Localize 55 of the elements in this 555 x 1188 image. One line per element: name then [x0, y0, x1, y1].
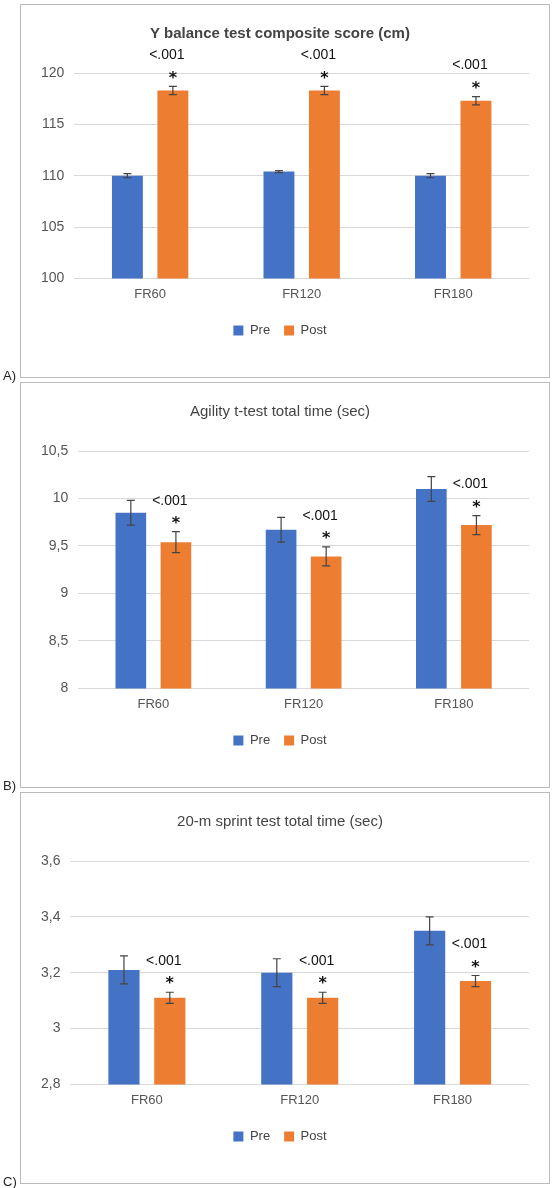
- text: C): [3, 1174, 17, 1188]
- legend-label: Pre: [249, 322, 271, 338]
- annotation: <.001: [298, 952, 335, 969]
- chart-title: Y balance test composite score (cm): [150, 24, 410, 42]
- legend-label: Pre: [249, 732, 271, 748]
- y-tick-label: 3: [52, 1019, 61, 1036]
- annotation: *: [168, 67, 178, 87]
- annotation: <.001: [302, 506, 339, 523]
- annotation: *: [321, 528, 331, 548]
- legend-label: Post: [300, 1128, 328, 1144]
- annotation: *: [171, 512, 181, 532]
- y-tick-label: 120: [41, 63, 65, 80]
- x-tick-label: FR180: [433, 285, 473, 301]
- y-tick-label: 3,6: [40, 851, 61, 868]
- y-tick-label: 110: [42, 166, 65, 183]
- y-tick-label: 3,2: [40, 963, 61, 980]
- annotation: <.001: [152, 491, 188, 508]
- y-tick-label: 8: [60, 679, 69, 696]
- legend-label: Post: [300, 322, 328, 338]
- y-tick-label: 115: [42, 115, 65, 132]
- y-tick-label: 10: [52, 489, 69, 506]
- x-tick-label: FR60: [137, 695, 170, 711]
- annotation: *: [320, 67, 330, 87]
- chart-title: Agility t-test total time (sec): [189, 402, 371, 420]
- y-tick-label: 10,5: [41, 441, 69, 458]
- y-tick-label: 100: [41, 269, 65, 286]
- y-tick-label: 2,8: [40, 1075, 61, 1092]
- annotation: *: [471, 77, 481, 97]
- y-tick-label: 8,5: [48, 631, 69, 648]
- y-tick-label: 3,4: [40, 907, 61, 924]
- x-tick-label: FR60: [130, 1091, 163, 1107]
- y-tick-label: 9: [60, 584, 69, 601]
- x-tick-label: FR60: [134, 285, 167, 301]
- y-tick-label: 9,5: [48, 536, 69, 553]
- annotation: *: [318, 973, 328, 993]
- x-tick-label: FR120: [282, 285, 322, 301]
- text: <.001: [149, 46, 185, 63]
- chart-title: 20-m sprint test total time (sec): [177, 812, 383, 830]
- x-tick-label: FR180: [433, 1091, 473, 1107]
- text: A): [3, 368, 16, 383]
- legend-label: Pre: [249, 1128, 271, 1144]
- y-tick-label: 105: [41, 217, 65, 234]
- text: <.001: [452, 56, 488, 73]
- annotation: <.001: [451, 935, 488, 952]
- x-tick-label: FR120: [284, 695, 324, 711]
- annotation: <.001: [146, 952, 182, 969]
- annotation: *: [165, 973, 175, 993]
- annotation: *: [471, 956, 481, 976]
- x-tick-label: FR120: [280, 1091, 320, 1107]
- annotation: <.001: [452, 475, 489, 492]
- annotation: *: [472, 496, 482, 516]
- x-tick-label: FR180: [434, 695, 474, 711]
- legend-label: Post: [300, 732, 328, 748]
- text: B): [3, 778, 16, 793]
- text: <.001: [300, 46, 337, 63]
